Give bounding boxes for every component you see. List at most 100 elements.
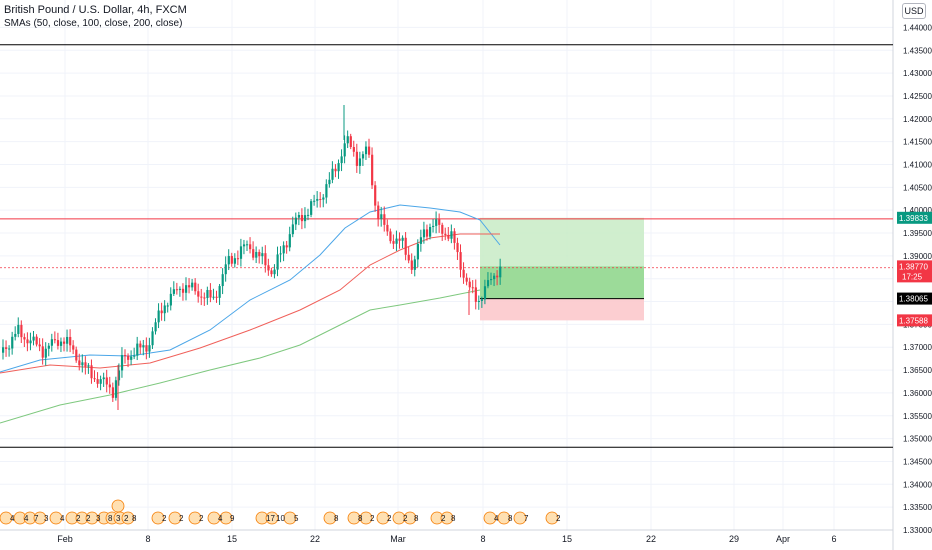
candle-body <box>75 349 78 361</box>
y-tick-label: 1.37500 <box>903 320 932 329</box>
candle-body <box>151 331 154 346</box>
candle-body <box>364 146 368 155</box>
candle-body <box>303 215 307 222</box>
sma-line <box>0 233 500 374</box>
event-marker <box>151 511 165 525</box>
candle-body <box>389 231 392 242</box>
event-count: 3 <box>44 514 49 523</box>
candle-body <box>416 243 419 260</box>
candle-body <box>316 198 319 201</box>
candle-body <box>270 270 273 275</box>
candle-body <box>145 345 148 352</box>
candle-body <box>407 254 410 261</box>
event-markers <box>0 499 559 525</box>
candle-body <box>410 260 413 270</box>
candle-body <box>490 279 493 281</box>
y-tick-label: 1.35500 <box>903 412 932 421</box>
candle-body <box>465 277 468 282</box>
candle-body <box>133 355 136 357</box>
candle-body <box>108 384 111 388</box>
event-marker <box>545 511 559 525</box>
y-tick-label: 1.38000 <box>903 298 932 307</box>
event-count: 3 <box>96 514 101 523</box>
event-marker <box>497 511 511 525</box>
candle-body <box>349 136 352 148</box>
candle-body <box>130 356 133 360</box>
candle-body <box>56 340 60 346</box>
currency-label[interactable]: USD <box>902 3 926 19</box>
y-tick-label: 1.42500 <box>903 92 932 101</box>
event-marker <box>483 511 497 525</box>
candle-body <box>496 275 499 278</box>
candle-body <box>78 360 81 366</box>
y-tick-label: 1.43500 <box>903 46 932 55</box>
candle-body <box>114 380 118 398</box>
candle-body <box>450 231 453 239</box>
event-marker <box>13 511 27 525</box>
event-marker <box>49 511 63 525</box>
candle-body <box>32 336 35 341</box>
event-marker <box>207 511 221 525</box>
sma-line <box>0 289 481 424</box>
y-tick-label: 1.38500 <box>903 275 932 284</box>
event-marker <box>111 499 125 513</box>
event-marker <box>392 511 406 525</box>
event-marker <box>97 511 111 525</box>
y-tick-label: 1.36000 <box>903 389 932 398</box>
event-marker <box>33 511 47 525</box>
candle-body <box>215 296 218 298</box>
candle-body <box>246 244 249 246</box>
event-count: 8 <box>108 514 113 523</box>
candle-body <box>486 280 490 287</box>
candle-body <box>212 296 215 298</box>
event-count: 7 <box>34 514 39 523</box>
candle-body <box>17 324 20 334</box>
event-count: 8 <box>132 514 137 523</box>
price-label-countdown: 17:25 <box>902 272 923 281</box>
candle-body <box>181 288 185 293</box>
candle-body <box>444 233 447 235</box>
candle-body <box>47 345 50 349</box>
candle-body <box>203 297 206 299</box>
event-count: 7 <box>524 514 529 523</box>
candle-body <box>236 258 240 260</box>
candle-body <box>297 214 301 218</box>
event-marker <box>513 511 527 525</box>
price-label: 1.39833 <box>899 214 928 223</box>
event-marker <box>376 511 390 525</box>
candle-body <box>188 285 191 288</box>
candle-body <box>255 252 258 258</box>
event-count: 2 <box>441 514 446 523</box>
y-tick-label: 1.42000 <box>903 115 932 124</box>
x-tick-label: 22 <box>310 534 320 544</box>
price-label-box <box>897 292 932 305</box>
indicator-legend: SMAs (50, close, 100, close, 200, close) <box>4 18 183 29</box>
candle-body <box>252 249 255 258</box>
candle-body <box>11 336 14 349</box>
price-label-box <box>897 314 932 327</box>
candle-body <box>127 355 130 360</box>
candle-body <box>313 200 316 202</box>
candle-body <box>163 305 166 314</box>
candle-body <box>331 168 334 180</box>
event-marker <box>85 511 99 525</box>
candle-body <box>142 345 145 348</box>
candle-body <box>374 185 377 206</box>
candle-body <box>334 168 337 172</box>
candle-body <box>459 252 462 270</box>
event-count: 4 <box>494 514 499 523</box>
y-tick-label: 1.39500 <box>903 229 932 238</box>
candle-body <box>325 184 328 198</box>
candle-body <box>392 241 395 244</box>
current-profit-zone <box>480 266 644 299</box>
candle-body <box>319 198 322 200</box>
candle-body <box>81 362 84 366</box>
candle-body <box>84 362 87 367</box>
candle-body <box>337 163 340 172</box>
candle-body <box>294 217 297 225</box>
candle-body <box>249 244 252 250</box>
candle-body <box>23 337 26 340</box>
candle-body <box>477 300 480 302</box>
